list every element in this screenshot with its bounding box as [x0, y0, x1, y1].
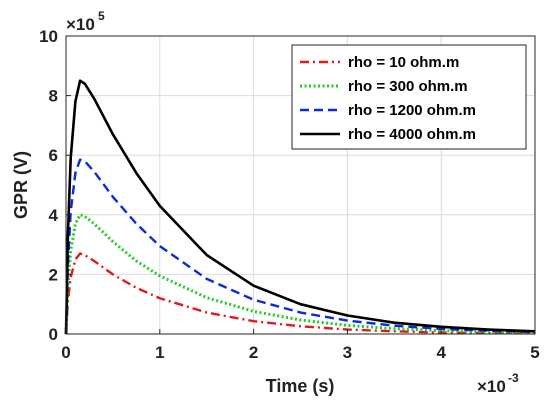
x-axis-label: Time (s)	[266, 376, 335, 396]
x-tick-label: 4	[436, 343, 446, 362]
y-tick-label: 10	[39, 27, 58, 46]
x-tick-label: 3	[343, 343, 352, 362]
y-multiplier-exponent: 5	[98, 9, 105, 23]
y-tick-label: 6	[49, 146, 58, 165]
y-axis-label: GPR (V)	[11, 151, 31, 219]
x-tick-label: 2	[249, 343, 258, 362]
plot-frame	[65, 35, 536, 335]
legend-label-rho-4000-ohm-m: rho = 4000 ohm.m	[348, 126, 476, 143]
series-line-rho-1200-ohm-m	[64, 158, 536, 335]
x-multiplier-exponent: -3	[508, 371, 519, 385]
x-tick-label: 1	[155, 343, 164, 362]
y-tick-label: 4	[49, 206, 59, 225]
y-multiplier: ×10 5	[66, 9, 105, 34]
series-line-rho-300-ohm-m	[64, 213, 536, 335]
legend-label-rho-10-ohm-m: rho = 10 ohm.m	[348, 54, 459, 71]
series-line-rho-10-ohm-m	[64, 252, 536, 335]
y-tick-label: 2	[49, 265, 58, 284]
series-lines	[64, 79, 536, 335]
y-tick-label: 0	[49, 325, 58, 344]
x-tick-label: 0	[61, 343, 70, 362]
series-line-rho-4000-ohm-m	[64, 79, 536, 335]
legend-label-rho-300-ohm-m: rho = 300 ohm.m	[348, 78, 468, 95]
y-tick-label: 8	[49, 87, 58, 106]
axis-ticks: 0 1 2 3 4 5 0 2 4 6 8 10	[39, 27, 540, 362]
x-tick-label: 5	[530, 343, 539, 362]
x-multiplier: ×10 -3	[477, 371, 519, 396]
legend: rho = 10 ohm.m rho = 300 ohm.m rho = 1200 …	[291, 44, 527, 150]
y-multiplier-base: ×10	[66, 15, 95, 34]
legend-box	[291, 44, 527, 150]
legend-label-rho-1200-ohm-m: rho = 1200 ohm.m	[348, 102, 476, 119]
x-multiplier-base: ×10	[477, 377, 506, 396]
